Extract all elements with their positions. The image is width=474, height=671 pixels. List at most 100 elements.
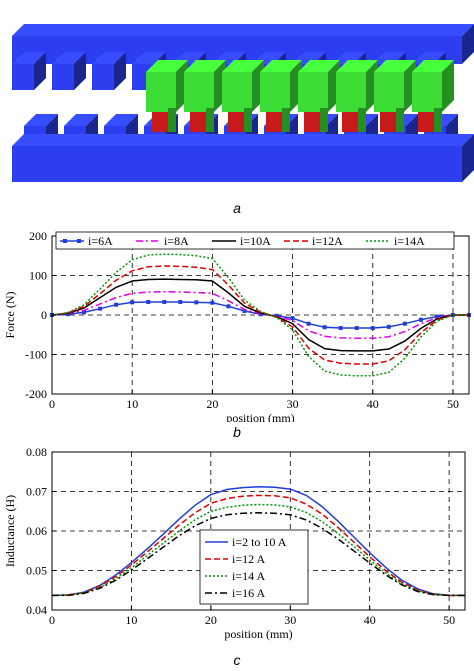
y-tick-label: 100	[29, 269, 47, 283]
y-tick-label: 0.06	[26, 524, 47, 538]
data-point	[306, 321, 311, 326]
mover-module-top	[260, 60, 302, 72]
actuator-model-figure	[12, 24, 474, 182]
mover-core	[434, 108, 442, 132]
y-tick-label: 0.08	[26, 445, 47, 459]
upper-stator-tooth	[12, 64, 34, 90]
legend-label: i=2 to 10 A	[232, 535, 287, 549]
mover-core	[396, 108, 404, 132]
legend-label: i=14A	[394, 234, 425, 248]
mover-core	[282, 108, 290, 132]
data-point	[274, 313, 279, 318]
panel-b: 0 10 20 30 40 50 -200 -100 0 100 200 position (mm) F…	[0, 222, 474, 425]
legend-label: i=8A	[164, 234, 189, 248]
upper-stator-tooth-top	[332, 52, 366, 64]
mover-coil	[380, 112, 396, 132]
panel-a	[0, 0, 474, 200]
data-point	[146, 299, 151, 304]
y-tick-label: 0	[41, 308, 47, 322]
x-tick-label: 20	[206, 397, 218, 411]
mover-module-top	[184, 60, 226, 72]
series-line-i-12-a	[51, 494, 465, 597]
caption-a: a	[233, 200, 241, 216]
caption-b: b	[233, 424, 241, 440]
data-point	[418, 317, 423, 322]
mover-core	[358, 108, 366, 132]
data-point	[210, 300, 215, 305]
data-point	[82, 310, 87, 315]
series-line-i-8a	[51, 290, 469, 340]
x-tick-label: 40	[364, 613, 376, 627]
mover-module	[298, 72, 328, 112]
legend-marker	[77, 239, 81, 243]
x-tick-label: 40	[367, 397, 379, 411]
upper-stator-tooth-top	[12, 52, 46, 64]
mover-module-side	[442, 60, 454, 112]
series-line-i-16-a	[52, 512, 465, 597]
caption-c: c	[233, 652, 241, 668]
x-tick-label: 50	[447, 397, 459, 411]
x-tick-label: 30	[287, 397, 299, 411]
y-axis-label: Inductance (H)	[3, 495, 17, 567]
data-point	[322, 325, 327, 330]
data-point	[114, 302, 119, 307]
legend-label: i=16 A	[232, 586, 265, 600]
data-point	[370, 326, 375, 331]
legend-marker	[63, 239, 67, 243]
legend-label: i=12 A	[232, 552, 265, 566]
mover-coil	[152, 112, 168, 132]
mover-module	[374, 72, 404, 112]
lower-stator-yoke-side	[462, 134, 474, 182]
series-line-i-10a	[51, 278, 469, 352]
y-tick-label: -100	[25, 348, 47, 362]
mover-core	[168, 108, 176, 132]
lower-stator-tooth-top	[64, 114, 98, 126]
mover-module	[222, 72, 252, 112]
mover-coil	[228, 112, 244, 132]
data-point	[386, 324, 391, 329]
upper-stator-tooth	[52, 64, 74, 90]
x-tick-label: 30	[284, 613, 296, 627]
mover-coil	[266, 112, 282, 132]
x-axis-label: position (mm)	[226, 411, 294, 422]
series-line-i-14-a	[51, 503, 465, 597]
y-tick-label: 0.04	[26, 603, 47, 617]
upper-stator-tooth-top	[132, 52, 166, 64]
x-tick-label: 20	[205, 613, 217, 627]
x-tick-label: 10	[126, 397, 138, 411]
y-axis-label: Force (N)	[3, 292, 17, 339]
mover-module-top	[146, 60, 188, 72]
data-point	[290, 316, 295, 321]
mover-module-top	[412, 60, 454, 72]
mover-module	[412, 72, 442, 112]
x-tick-label: 0	[49, 397, 55, 411]
x-tick-label: 10	[125, 613, 137, 627]
y-tick-label: 0.05	[26, 564, 47, 578]
mover-core	[320, 108, 328, 132]
mover-module-top	[222, 60, 264, 72]
force-legend: i=6A i=8A i=10A i=12A i=14A	[55, 231, 455, 250]
upper-stator-yoke-top	[12, 24, 474, 36]
mover-module-top	[298, 60, 340, 72]
upper-stator-tooth-top	[412, 52, 446, 64]
legend-label: i=10A	[240, 234, 271, 248]
mover-module	[184, 72, 214, 112]
data-point	[242, 309, 247, 314]
data-point	[402, 321, 407, 326]
data-point	[354, 326, 359, 331]
data-point	[338, 326, 343, 331]
legend-label: i=12A	[312, 234, 343, 248]
mover-core	[206, 108, 214, 132]
mover-module-top	[336, 60, 378, 72]
mover-coil	[342, 112, 358, 132]
upper-stator-tooth-side	[74, 52, 86, 90]
data-point	[194, 300, 199, 305]
lower-stator-tooth-top	[104, 114, 138, 126]
data-point	[98, 306, 103, 311]
mover-module	[336, 72, 366, 112]
data-point	[178, 299, 183, 304]
lower-stator-yoke-top	[12, 134, 474, 146]
legend-label: i=6A	[88, 234, 113, 248]
upper-stator-tooth-top	[372, 52, 406, 64]
series-line-i-2-to-10-a	[51, 486, 465, 597]
